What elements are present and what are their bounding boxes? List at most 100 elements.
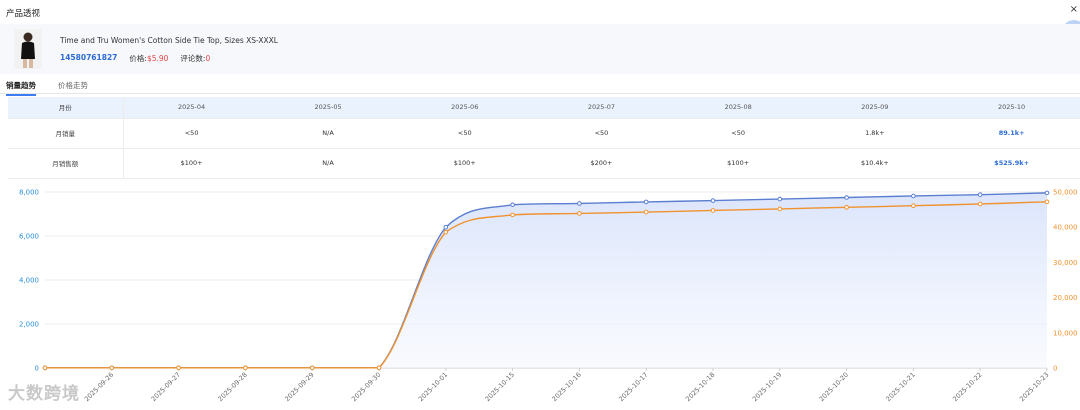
reviews-label: 评论数: — [180, 54, 206, 63]
x-tick-label: 2025-10-18 — [684, 371, 716, 403]
table-cell: 89.1k+ — [943, 118, 1080, 149]
table-cell: <50 — [123, 118, 260, 149]
y-right-tick-label: 40,000 — [1053, 224, 1078, 232]
data-point-left — [1044, 190, 1050, 196]
data-point-left — [977, 192, 983, 197]
data-point-left — [577, 201, 582, 206]
product-meta: 14580761827 价格:$5.90 评论数:0 — [60, 53, 210, 64]
product-title[interactable]: Time and Tru Women's Cotton Side Tie Top… — [60, 36, 278, 45]
x-tick-label: 2025-10-01 — [417, 371, 449, 403]
x-tick-label: 2025-09-29 — [283, 371, 315, 403]
table-row: 月销量 <50 N/A <50 <50 <50 1.8k+ 89.1k+ — [8, 118, 1080, 149]
table-header-cell: 2025-10 — [943, 97, 1080, 119]
row-label-monthly-sales: 月销量 — [8, 118, 124, 149]
data-point-right — [643, 209, 649, 215]
table-header-cell: 2025-09 — [806, 97, 944, 119]
x-tick-label: 2025-10-21 — [884, 371, 916, 403]
x-tick-label: 2025-09-26 — [83, 371, 115, 403]
data-point-left — [844, 195, 849, 200]
x-tick-label: 2025-10-17 — [617, 371, 649, 403]
x-tick-label: 2025-09-27 — [150, 371, 182, 403]
table-cell: N/A — [259, 118, 397, 149]
y-left-tick-label: 6,000 — [19, 233, 39, 241]
table-row: 月销售额 $100+ N/A $100+ $200+ $100+ $10.4k+… — [8, 148, 1080, 179]
product-card: Time and Tru Women's Cotton Side Tie Top… — [0, 24, 1080, 74]
x-tick-label: 2025-10-19 — [751, 371, 783, 403]
data-point-left — [911, 193, 916, 199]
x-tick-label: 2025-10-22 — [951, 371, 983, 403]
data-point-left — [710, 198, 716, 203]
table-cell: <50 — [669, 118, 807, 149]
table-header-cell: 2025-07 — [533, 97, 670, 119]
table-cell: $100+ — [669, 148, 807, 179]
y-left-tick-label: 4,000 — [19, 277, 39, 285]
table-cell: $525.9k+ — [943, 148, 1080, 179]
table-header-row: 月份 2025-04 2025-05 2025-06 2025-07 2025-… — [8, 97, 1080, 119]
y-left-tick-label: 0 — [35, 365, 39, 373]
data-point-right — [577, 211, 582, 216]
close-icon[interactable]: × — [1069, 4, 1078, 15]
series-area — [45, 192, 1047, 368]
table-cell: <50 — [396, 118, 534, 149]
data-point-right — [977, 201, 983, 207]
product-thumbnail[interactable] — [14, 29, 42, 69]
data-point-right — [109, 365, 115, 371]
tab-bar: 销量趋势 价格走势 — [0, 76, 1080, 96]
data-point-right — [176, 365, 181, 371]
price-field: 价格:$5.90 — [129, 53, 168, 64]
reviews-value: 0 — [205, 54, 211, 63]
tab-price-trend[interactable]: 价格走势 — [58, 81, 88, 90]
data-point-right — [911, 203, 916, 209]
y-right-tick-label: 30,000 — [1053, 259, 1078, 267]
row-label-monthly-revenue: 月销售额 — [8, 148, 124, 179]
watermark-logo: 大数跨境 — [8, 384, 80, 404]
data-point-right — [844, 205, 849, 210]
table-cell: $100+ — [123, 148, 260, 179]
y-right-tick-label: 0 — [1053, 365, 1057, 373]
data-point-left — [777, 196, 783, 202]
data-point-left — [510, 202, 515, 208]
data-point-right — [510, 212, 515, 218]
data-point-left — [643, 199, 649, 205]
table-cell: <50 — [533, 118, 670, 149]
table-header-cell: 2025-04 — [123, 97, 260, 119]
reviews-field: 评论数:0 — [180, 53, 210, 64]
monthly-sales-table: 月份 2025-04 2025-05 2025-06 2025-07 2025-… — [8, 97, 1080, 179]
data-point-right — [443, 229, 449, 235]
y-right-tick-label: 20,000 — [1053, 294, 1078, 302]
x-tick-label: 2025-10-16 — [550, 371, 582, 403]
data-point-right — [376, 365, 382, 371]
table-cell: $100+ — [396, 148, 534, 179]
y-right-tick-label: 50,000 — [1053, 189, 1078, 197]
price-label: 价格: — [129, 54, 147, 63]
table-cell: $10.4k+ — [806, 148, 944, 179]
x-tick-label: 2025-10-20 — [818, 371, 850, 403]
table-cell: $200+ — [533, 148, 670, 179]
x-tick-label: 2025-09-28 — [216, 371, 248, 403]
table-header-cell: 2025-05 — [259, 97, 397, 119]
series-line-right — [45, 201, 1048, 369]
data-point-left — [443, 224, 449, 230]
price-value: $5.90 — [146, 54, 169, 63]
tab-sales-trend[interactable]: 销量趋势 — [6, 80, 36, 96]
y-right-tick-label: 10,000 — [1053, 329, 1078, 337]
x-tick-label: 2025-10-23 — [1018, 371, 1050, 403]
data-point-right — [710, 208, 716, 213]
panel-title: 产品透视 — [6, 9, 41, 19]
product-id-link[interactable]: 14580761827 — [60, 53, 118, 62]
table-header-cell: 月份 — [8, 97, 124, 119]
data-point-right — [243, 365, 248, 371]
table-cell: 1.8k+ — [806, 118, 944, 149]
table-header-cell: 2025-06 — [396, 97, 534, 119]
table-header-cell: 2025-08 — [669, 97, 807, 119]
data-point-right — [309, 365, 315, 371]
data-point-right — [42, 365, 48, 371]
sales-trend-chart: 0 2,000 4,000 6,000 8,000 0 10,000 20,000 30,000… — [19, 189, 1078, 404]
data-point-right — [1044, 199, 1050, 205]
y-left-tick-label: 8,000 — [19, 189, 39, 197]
y-left-tick-label: 2,000 — [19, 321, 39, 329]
x-tick-label: 2025-09-30 — [350, 371, 382, 403]
table-cell: N/A — [259, 148, 397, 179]
x-tick-label: 2025-10-15 — [484, 371, 516, 403]
data-point-right — [777, 206, 783, 212]
